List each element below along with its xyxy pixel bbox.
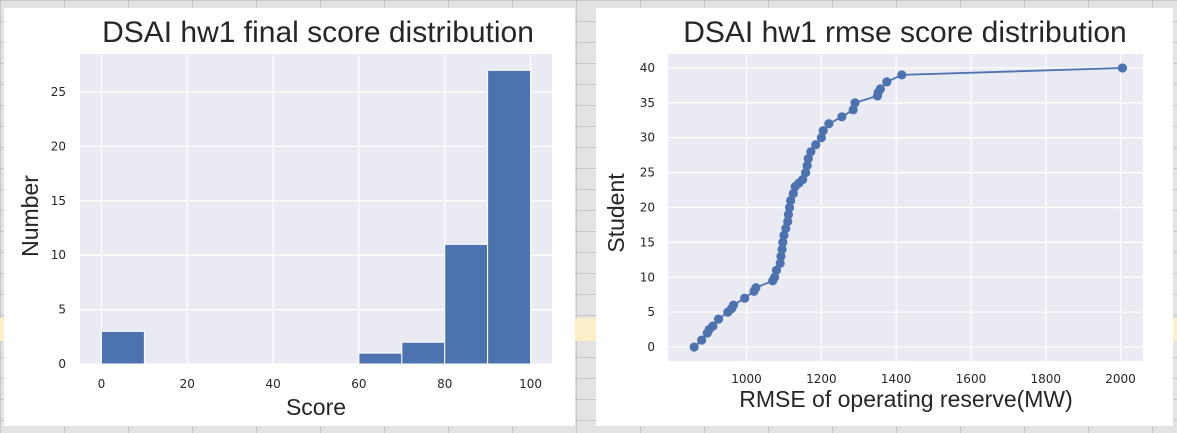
chart-title: DSAI hw1 rmse score distribution — [683, 16, 1127, 49]
data-point — [713, 314, 724, 324]
x-ticks: 1000 1200 1400 1600 1800 2000 — [731, 372, 1136, 386]
data-point — [802, 161, 812, 171]
bars — [100, 69, 532, 365]
histogram-bar — [487, 69, 532, 365]
data-point — [689, 342, 699, 352]
data-point — [751, 283, 761, 293]
histogram-bar — [444, 243, 489, 365]
y-axis-title: Student — [603, 173, 629, 253]
x-tick-label: 60 — [351, 377, 366, 391]
x-tick-label: 1200 — [806, 372, 837, 386]
data-point — [740, 293, 750, 303]
data-point — [783, 209, 794, 220]
data-point — [728, 300, 739, 310]
data-point — [850, 98, 860, 108]
data-point — [798, 174, 808, 185]
final-score-chart: 0 20 40 60 80 100 0 5 10 15 20 25 DSAI hw1 final s… — [17, 16, 552, 420]
data-point — [778, 237, 788, 247]
y-tick-label: 40 — [640, 61, 655, 75]
data-point — [897, 70, 907, 80]
x-axis-title: RMSE of operating reserve(MW) — [739, 386, 1073, 412]
data-point — [697, 335, 707, 345]
data-point — [708, 321, 718, 331]
histogram-bar — [358, 352, 403, 365]
grid-lines — [668, 54, 1143, 361]
data-point — [788, 188, 798, 199]
y-tick-label: 0 — [58, 357, 66, 371]
y-tick-label: 25 — [640, 166, 655, 180]
y-tick-label: 10 — [640, 270, 655, 284]
data-point — [824, 119, 834, 129]
x-tick-label: 1400 — [881, 372, 912, 386]
x-tick-label: 1800 — [1030, 372, 1061, 386]
data-point — [1117, 63, 1128, 73]
rmse-score-chart: 1000 1200 1400 1600 1800 2000 0 5 10 15 20 25 30 35 4… — [603, 16, 1143, 412]
rmse-score-chart-panel[interactable]: 1000 1200 1400 1600 1800 2000 0 5 10 15 20 25 30 35 4… — [596, 8, 1173, 426]
histogram-bar — [100, 330, 145, 365]
y-tick-label: 5 — [58, 303, 66, 317]
data-point — [803, 154, 813, 164]
y-tick-label: 15 — [640, 235, 655, 249]
data-point — [781, 223, 791, 234]
data-point — [777, 244, 787, 254]
x-tick-label: 0 — [98, 377, 106, 391]
data-point — [848, 105, 858, 115]
data-point — [875, 84, 886, 94]
x-tick-label: 100 — [519, 377, 542, 391]
y-tick-label: 25 — [51, 85, 66, 99]
x-ticks: 0 20 40 60 80 100 — [98, 377, 542, 391]
data-point — [769, 272, 780, 282]
x-tick-label: 40 — [265, 377, 280, 391]
y-tick-label: 0 — [647, 340, 655, 354]
chart-title: DSAI hw1 final score distribution — [102, 16, 534, 49]
data-point — [786, 195, 796, 206]
data-point — [784, 202, 795, 213]
x-tick-label: 20 — [180, 377, 195, 391]
x-tick-label: 80 — [437, 377, 452, 391]
x-tick-label: 1600 — [956, 372, 987, 386]
x-tick-label: 1000 — [731, 372, 762, 386]
y-tick-label: 10 — [51, 248, 66, 262]
y-tick-label: 15 — [51, 194, 66, 208]
y-tick-label: 35 — [640, 96, 655, 110]
y-tick-label: 20 — [51, 139, 66, 153]
data-point — [779, 230, 789, 241]
x-axis-title: Score — [286, 394, 346, 420]
data-point — [776, 251, 786, 261]
data-point — [783, 216, 793, 227]
data-point — [882, 77, 892, 87]
data-point — [801, 168, 811, 178]
data-point — [816, 133, 826, 143]
y-ticks: 0 5 10 15 20 25 — [51, 85, 66, 371]
y-tick-label: 20 — [640, 201, 655, 215]
y-tick-label: 5 — [647, 305, 655, 319]
y-axis-title: Number — [17, 175, 43, 257]
x-tick-label: 2000 — [1105, 372, 1136, 386]
data-point — [806, 147, 816, 157]
data-point — [775, 258, 785, 268]
histogram-bar — [401, 341, 446, 365]
final-score-chart-panel[interactable]: 0 20 40 60 80 100 0 5 10 15 20 25 DSAI hw1 final s… — [4, 8, 575, 426]
y-ticks: 0 5 10 15 20 25 30 35 40 — [640, 61, 655, 354]
data-point — [771, 265, 782, 275]
series-points — [689, 63, 1128, 352]
data-point — [811, 140, 821, 150]
data-point — [818, 126, 828, 136]
data-point — [837, 112, 847, 122]
y-tick-label: 30 — [640, 131, 655, 145]
